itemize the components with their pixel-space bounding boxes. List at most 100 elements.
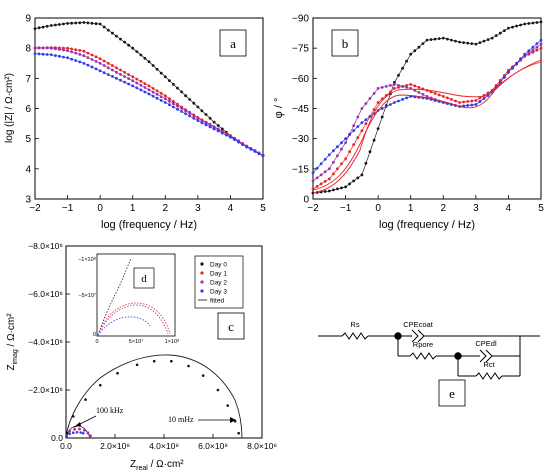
panel-b-xlabel: log (frequency / Hz)	[379, 219, 475, 231]
panel-c-label-box	[217, 312, 245, 340]
fit-line-day0	[312, 21, 542, 194]
point-day3	[65, 435, 68, 438]
panel-d-x-tick: 0	[95, 339, 98, 345]
panel-b-label-box	[331, 29, 359, 57]
point-day0	[99, 383, 102, 387]
x-tick-label: −2	[29, 203, 41, 214]
label-rpore: Rpore	[413, 340, 433, 349]
x-tick-label: −2	[307, 203, 319, 214]
panel-d-x-tick: 1×10⁸	[165, 338, 180, 345]
x-tick-label: 5	[538, 203, 544, 214]
fit-line-day3	[34, 53, 264, 157]
panel-a-xlabel: log (frequency / Hz)	[101, 219, 197, 231]
point-day0	[237, 431, 240, 435]
x-tick-label: −1	[340, 203, 352, 214]
x-tick-label: 8.0×10⁸	[247, 441, 277, 451]
panel-d-y-tick: 0	[93, 332, 96, 338]
point-day2	[68, 429, 71, 433]
panel-d-day2-curve	[97, 304, 169, 336]
label-rs: Rs	[350, 320, 359, 329]
point-day0	[201, 374, 205, 377]
y-tick-label: −90	[292, 14, 309, 25]
panel-c-series	[65, 359, 240, 438]
x-tick-label: 0	[375, 203, 381, 214]
point-day0	[216, 388, 220, 392]
x-tick-label: 5	[260, 203, 266, 214]
panel-a-y-ticks: 3 4 5 6 7 8 9	[25, 14, 39, 206]
panel-c-legend: Day 0 Day 1 Day 2 Day 3 fitted	[194, 255, 244, 309]
x-tick-label: 6.0×10⁸	[198, 441, 228, 451]
point-day3	[72, 431, 75, 435]
annotation-10mhz: 10 mHz	[168, 415, 194, 424]
legend-label-day0: Day 0	[210, 262, 227, 269]
panel-e-labels: Rs CPEcoat Rpore CPEdl Rct e	[350, 320, 497, 401]
point-day0	[72, 415, 75, 418]
label-cpedl: CPEdl	[475, 339, 497, 348]
y-tick-label: −15	[292, 164, 309, 175]
fit-line-day0	[34, 22, 264, 156]
point-day2	[86, 431, 90, 435]
point-day3	[75, 430, 79, 434]
y-tick-label: 7	[25, 74, 31, 85]
x-tick-label: −1	[62, 203, 74, 214]
panel-e-label: e	[449, 386, 455, 401]
x-tick-label: 1	[408, 203, 414, 214]
legend-marker-day2	[200, 280, 204, 284]
b-series-day-2	[311, 42, 543, 183]
point-day2	[78, 427, 81, 431]
panel-b-fit-day1b	[312, 61, 542, 191]
legend-item-day1: Day 1	[200, 271, 227, 278]
point-day2	[83, 429, 86, 432]
panel-b-series	[311, 20, 543, 195]
fit-line-day1	[34, 47, 264, 156]
x-tick-label: 4	[506, 203, 512, 214]
fit-line-day3	[312, 39, 542, 174]
point-day3	[81, 431, 85, 435]
panel-b-fit-day1	[312, 59, 542, 194]
panel-c-fit-day0	[65, 354, 243, 439]
legend-item-day3: Day 3	[200, 289, 227, 296]
y-tick-label: 4	[25, 164, 31, 175]
panel-d-y-tick: −1×10⁸	[78, 256, 96, 263]
x-tick-label: 4	[228, 203, 234, 214]
panel-a-ylabel: log (|Z| / Ω·cm²)	[4, 73, 15, 143]
fit-line-day2	[312, 43, 542, 182]
fit-line-day2	[34, 47, 264, 156]
panel-c-nyquist: c 0.0 2.0×10⁸ 4.0×10⁸ 6.0×10⁸ 8.0×10⁸ 0.0 −2.…	[6, 241, 277, 472]
panel-b-bode-phase: b log (frequency / Hz) φ / ° −2 −1 0 1 2 3 4 5 …	[273, 14, 544, 232]
x-tick-label: 3	[195, 203, 201, 214]
panel-e-label-box	[438, 379, 466, 407]
legend-marker-day0	[200, 262, 204, 266]
a-series-day-3	[33, 52, 265, 158]
panel-b-x-ticks: −2 −1 0 1 2 3 4 5	[307, 195, 544, 214]
point-day1	[539, 46, 543, 50]
label-cpecoat: CPEcoat	[403, 320, 434, 329]
y-tick-label: −75	[292, 44, 309, 55]
x-tick-label: 0.0	[60, 441, 72, 451]
panel-b-y-ticks: −90 −75 −60 −45 −30 −15 0	[292, 14, 317, 206]
legend-item-day2: Day 2	[200, 280, 227, 287]
y-tick-label: 8	[25, 44, 31, 55]
b-series-day-0	[311, 20, 543, 195]
legend-marker-day3	[200, 289, 204, 293]
y-tick-label: 5	[25, 134, 31, 145]
y-tick-label: −30	[292, 134, 309, 145]
label-rct: Rct	[483, 360, 495, 369]
point-day0	[170, 359, 173, 363]
x-tick-label: 1	[130, 203, 136, 214]
annotation-100khz: 100 kHz	[96, 406, 124, 415]
panel-d-frame	[96, 253, 176, 337]
x-tick-label: 4.0×10⁸	[149, 441, 179, 451]
resistor-rct-icon	[475, 372, 503, 380]
legend-label-day3: Day 3	[210, 289, 227, 296]
y-tick-label: 9	[25, 14, 31, 25]
panel-b-fit-lines	[312, 59, 542, 194]
point-day0	[135, 363, 139, 367]
panel-d-y-ticks: −1×10⁸ −5×10⁷ 0	[78, 256, 96, 338]
b-series-day-3	[311, 38, 543, 175]
panel-c-y-ticks: 0.0 −2.0×10⁸ −4.0×10⁸ −6.0×10⁸ −8.0×10⁸	[28, 241, 70, 443]
legend-marker-day1	[200, 271, 204, 275]
panel-b-ylabel: φ / °	[273, 98, 285, 119]
x-tick-label: 2	[441, 203, 447, 214]
panel-c-ylabel: Zimag / Ω·cm²	[6, 313, 19, 371]
